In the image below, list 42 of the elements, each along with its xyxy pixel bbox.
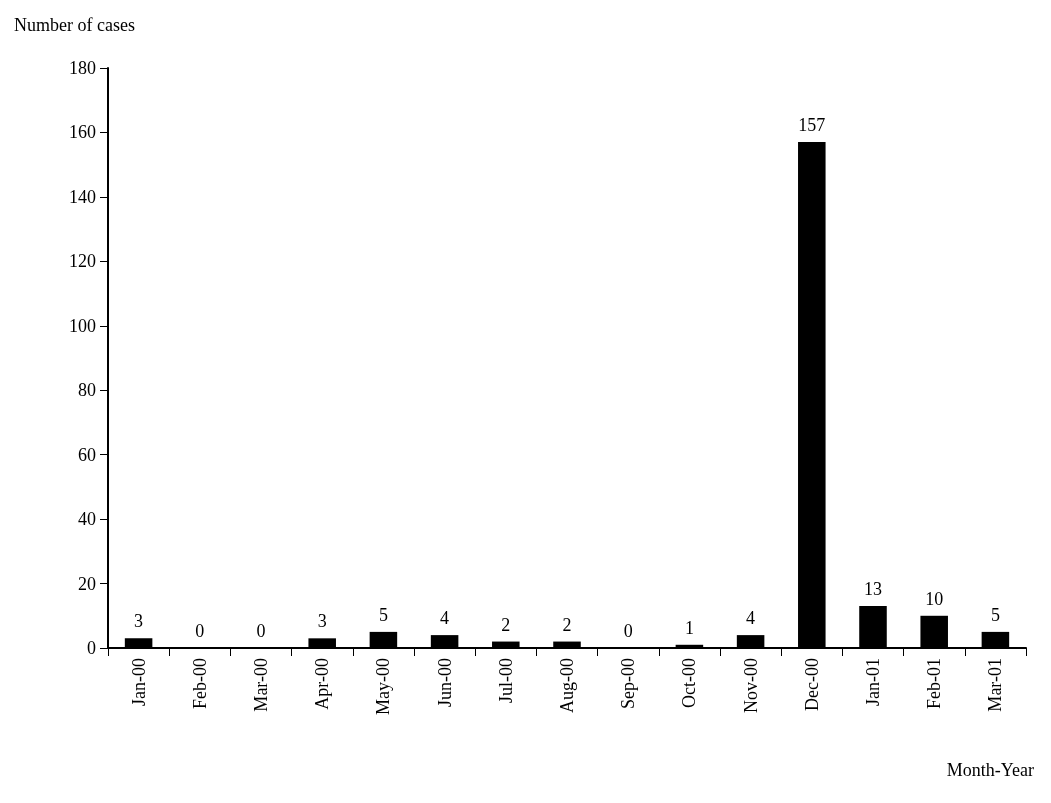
data-label: 4 [440, 608, 450, 629]
y-tick-label: 120 [69, 251, 96, 272]
data-label: 4 [746, 608, 756, 629]
y-tick-label: 80 [78, 380, 96, 401]
y-axis-title: Number of cases [14, 15, 135, 35]
data-label: 0 [623, 621, 633, 641]
x-tick-label: Jun-00 [434, 658, 455, 707]
x-tick-label: Sep-00 [618, 658, 639, 709]
y-tick-label: 140 [69, 186, 96, 207]
x-tick-label: Jan-01 [863, 658, 883, 706]
x-tick-label: Aug-00 [557, 658, 577, 713]
y-tick-label: 20 [78, 573, 96, 594]
data-label: 5 [378, 604, 388, 625]
y-tick-label: 100 [69, 315, 96, 336]
data-label: 157 [798, 115, 826, 136]
data-label: 0 [256, 621, 266, 641]
data-label: 1 [684, 617, 694, 638]
x-tick-label: Apr-00 [312, 658, 333, 710]
data-label: 0 [195, 621, 205, 641]
x-axis-title: Month-Year [946, 760, 1035, 780]
y-tick-label: 0 [87, 638, 96, 658]
x-tick-label: May-00 [373, 658, 394, 715]
data-label: 2 [501, 614, 511, 635]
y-tick-label: 160 [69, 122, 96, 143]
x-tick-label: Jan-00 [128, 658, 149, 706]
x-tick-label: Mar-00 [251, 658, 271, 712]
y-tick-label: 40 [78, 509, 96, 530]
data-label: 2 [562, 614, 572, 635]
x-tick-label: Nov-00 [740, 658, 761, 713]
x-tick-label: Oct-00 [679, 658, 700, 708]
x-tick-label: Mar-01 [985, 658, 1006, 712]
y-tick-label: 180 [69, 58, 96, 78]
data-label: 3 [134, 611, 144, 632]
data-label: 13 [864, 579, 882, 600]
x-tick-label: Dec-00 [801, 658, 822, 711]
y-tick-label: 60 [78, 444, 96, 465]
x-tick-label: Feb-00 [189, 658, 210, 709]
data-label: 5 [990, 604, 1000, 625]
data-label: 10 [925, 588, 944, 609]
data-label: 3 [317, 611, 327, 632]
x-tick-label: Jul-00 [495, 658, 516, 703]
x-tick-label: Feb-01 [924, 658, 945, 709]
